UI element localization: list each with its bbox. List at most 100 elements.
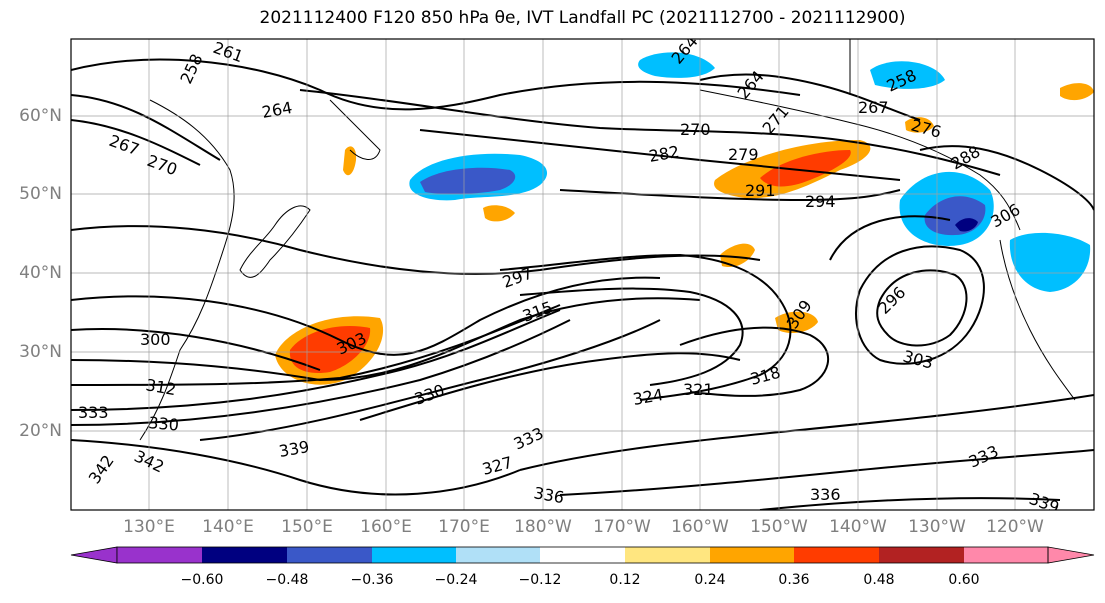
neg-shading-arctic	[638, 52, 715, 78]
contour-line	[499, 253, 792, 401]
lat-label: 40°N	[19, 263, 62, 283]
lat-label: 60°N	[19, 106, 62, 126]
contour-label: 330	[148, 413, 180, 435]
colorbar-tick-label: −0.60	[180, 572, 224, 588]
lon-label: 180°W	[514, 517, 572, 537]
contour-label: 267	[858, 98, 889, 117]
colorbar-tick-label: −0.12	[518, 572, 562, 588]
colorbar-segment	[540, 547, 625, 563]
colorbar	[70, 546, 1095, 564]
colorbar-tick-label: −0.36	[350, 572, 394, 588]
contour-label: 336	[810, 485, 841, 504]
contour-line	[519, 394, 1094, 471]
contour-label: 291	[745, 181, 776, 200]
contour-label: 279	[728, 145, 759, 164]
contour-line	[855, 245, 985, 365]
coastline-asia	[139, 99, 235, 441]
lat-label: 20°N	[19, 421, 62, 441]
lon-label: 120°W	[986, 517, 1044, 537]
contour-line	[71, 328, 321, 371]
coastline-na-west	[999, 239, 1076, 401]
lon-label: 160°E	[360, 517, 412, 537]
contour-line	[359, 352, 741, 421]
contour-line	[299, 89, 1001, 176]
colorbar-segment	[287, 547, 372, 563]
pos-shading-small-a	[483, 205, 515, 222]
lon-label: 150°W	[750, 517, 808, 537]
contour-line	[759, 497, 1061, 510]
map-title: 2021112400 F120 850 hPa θe, IVT Landfall…	[259, 8, 906, 28]
lon-label: 140°E	[202, 517, 254, 537]
contour-line	[519, 287, 744, 386]
pos-shading-gulf-core	[760, 150, 851, 187]
neg-shading-arctic-east	[870, 61, 945, 89]
contour-line	[71, 119, 201, 166]
colorbar-extend-min	[70, 546, 118, 564]
pos-shading-small-f	[905, 117, 934, 133]
coastline-alaska	[699, 89, 1021, 231]
map-frame	[70, 38, 1095, 511]
coastline-layer	[139, 39, 1076, 441]
neg-shading-aleutian-core	[420, 167, 516, 195]
lon-label: 130°W	[908, 517, 966, 537]
contour-line	[71, 304, 561, 386]
colorbar-tick-label: 0.12	[609, 572, 641, 588]
map-background	[71, 39, 1094, 510]
colorbar-segment	[372, 547, 456, 563]
coastline-japan	[239, 205, 311, 278]
colorbar-tick-label: 0.36	[778, 572, 810, 588]
colorbar-tick-label: 0.48	[863, 572, 895, 588]
graticule	[71, 39, 1094, 510]
lat-label: 50°N	[19, 184, 62, 204]
colorbar-extend-max	[1047, 546, 1095, 564]
contour-line	[71, 276, 661, 356]
contour-line	[199, 319, 661, 441]
contour-layer	[71, 58, 1094, 510]
lon-label: 160°W	[671, 517, 729, 537]
colorbar-tick-label: −0.48	[265, 572, 309, 588]
shading-layer	[275, 52, 1094, 385]
contour-label: 300	[140, 330, 171, 349]
contour-line	[876, 269, 968, 347]
neg-shading-bc-center	[955, 218, 978, 232]
lon-label: 170°E	[438, 517, 490, 537]
contour-label: 270	[680, 120, 711, 139]
contour-line	[71, 439, 521, 496]
colorbar-segment	[456, 547, 540, 563]
pos-shading-small-d	[775, 311, 818, 334]
contour-line	[71, 225, 761, 275]
colorbar-segment	[625, 547, 710, 563]
contour-line	[559, 449, 1094, 496]
colorbar-segment	[710, 547, 794, 563]
contour-label: 321	[683, 380, 714, 399]
contour-line	[71, 297, 701, 382]
contour-label: 294	[805, 192, 836, 211]
lat-label: 30°N	[19, 342, 62, 362]
contour-line	[699, 73, 921, 121]
colorbar-frame	[116, 546, 1049, 564]
coastline-kamchatka	[329, 99, 381, 160]
contour-line	[71, 319, 571, 426]
contour-line	[919, 145, 1094, 211]
pos-shading-small-e	[1060, 83, 1094, 101]
pos-shading-small-c	[720, 243, 755, 268]
lon-label: 130°E	[123, 517, 175, 537]
contour-label: 333	[78, 403, 109, 422]
colorbar-tick-label: 0.24	[694, 572, 726, 588]
colorbar-tick-label: 0.60	[948, 572, 980, 588]
pos-shading-japan-core	[289, 326, 371, 374]
contour-line	[71, 309, 561, 411]
lon-label: 170°W	[593, 517, 651, 537]
lon-label: 150°E	[281, 517, 333, 537]
contour-line	[829, 215, 951, 261]
pos-shading-small-b	[343, 146, 357, 176]
colorbar-segment	[794, 547, 879, 563]
lon-label: 140°W	[829, 517, 887, 537]
colorbar-tick-label: −0.24	[434, 572, 478, 588]
contour-line	[71, 58, 801, 111]
neg-shading-west-coast	[1009, 232, 1091, 292]
colorbar-segment	[117, 547, 202, 563]
colorbar-segment	[964, 547, 1048, 563]
contour-line	[679, 326, 830, 397]
